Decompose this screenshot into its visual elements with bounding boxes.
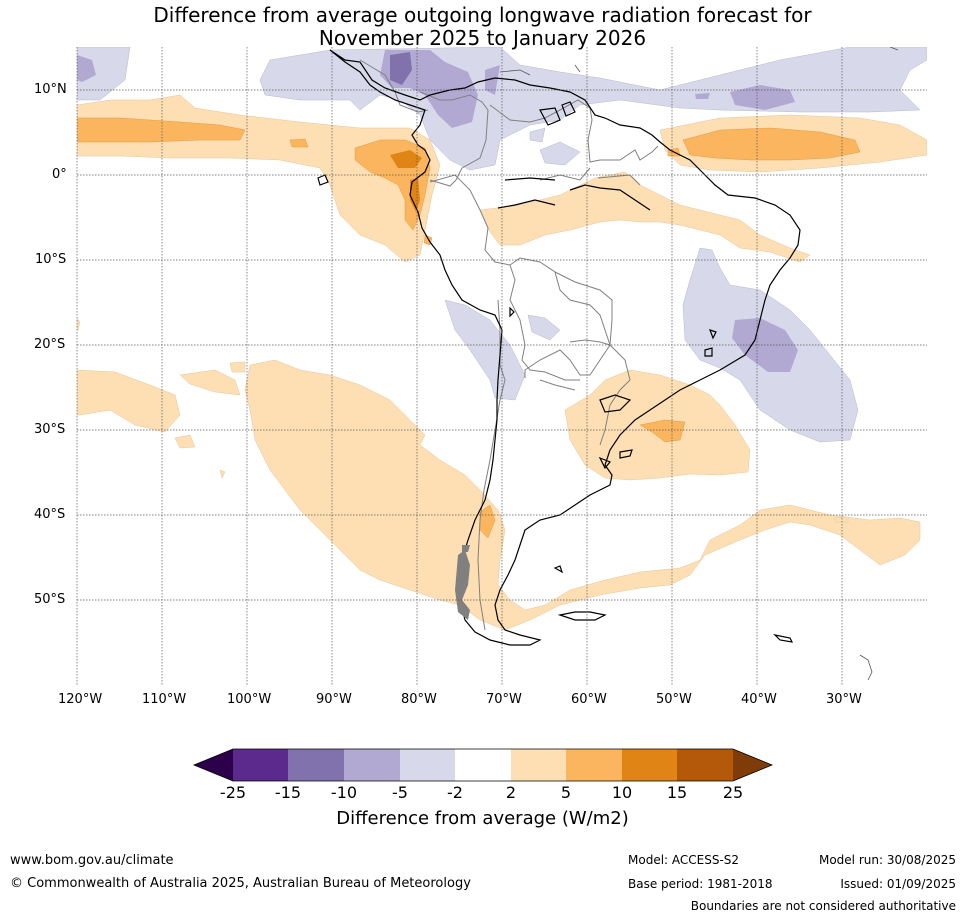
- colorbar-tick-label: -25: [219, 783, 247, 802]
- lat-label-40s: 40°S: [34, 507, 66, 522]
- lat-label-10s: 10°S: [35, 252, 67, 267]
- title-line-2: November 2025 to January 2026: [318, 26, 647, 50]
- colorbar-tick-label: -5: [392, 783, 408, 802]
- footer-website-link[interactable]: www.bom.gov.au/climate: [10, 853, 174, 868]
- map-title: Difference from average outgoing longwav…: [0, 4, 965, 50]
- footer-base-period: Base period: 1981-2018: [628, 877, 773, 891]
- footer-model-run: Model run: 30/08/2025: [818, 853, 956, 867]
- atlantic-islands: [499, 47, 899, 681]
- title-line-1: Difference from average outgoing longwav…: [153, 3, 812, 27]
- lon-label-110w: 110°W: [142, 692, 187, 707]
- colorbar-bin-4: [400, 749, 455, 781]
- footer-issued: Issued: 01/09/2025: [840, 877, 956, 891]
- colorbar-bin-9: [677, 749, 733, 781]
- lon-label-60w: 60°W: [571, 692, 607, 707]
- colorbar-max-arrow: [733, 749, 772, 781]
- colorbar-tick-label: -15: [274, 783, 302, 802]
- colorbar-bin-1: [233, 749, 288, 781]
- colorbar-tick-label: 5: [560, 783, 572, 802]
- footer-disclaimer: Boundaries are not considered authoritat…: [690, 899, 956, 913]
- lon-label-90w: 90°W: [316, 692, 352, 707]
- colorbar-bin-7: [566, 749, 622, 781]
- anomaly-medium-positive: [77, 117, 861, 539]
- lon-label-120w: 120°W: [58, 692, 103, 707]
- lat-label-30s: 30°S: [34, 422, 66, 437]
- lon-label-100w: 100°W: [227, 692, 272, 707]
- lon-label-30w: 30°W: [826, 692, 862, 707]
- colorbar-bin-5: [455, 749, 511, 781]
- lat-label-50s: 50°S: [34, 592, 66, 607]
- colorbar-tick-label: 25: [722, 783, 744, 802]
- footer-model: Model: ACCESS-S2: [628, 853, 740, 867]
- colorbar-bin-3: [344, 749, 400, 781]
- coastlines: [317, 49, 801, 646]
- colorbar-min-arrow: [194, 749, 233, 781]
- footer-copyright: © Commonwealth of Australia 2025, Austra…: [10, 876, 471, 891]
- country-borders: [359, 59, 659, 631]
- lat-label-10n: 10°N: [34, 82, 67, 97]
- colorbar-tick-label: 2: [505, 783, 517, 802]
- lon-label-80w: 80°W: [401, 692, 437, 707]
- colorbar-tick-label: -2: [447, 783, 463, 802]
- colorbar-bin-8: [622, 749, 677, 781]
- anomaly-dark-negative: [390, 52, 412, 85]
- colorbar: [192, 748, 774, 782]
- lat-label-0: 0°: [52, 167, 67, 182]
- anomaly-neutral: [560, 505, 720, 555]
- colorbar-tick-label: 15: [666, 783, 688, 802]
- colorbar-tick-label: -10: [330, 783, 358, 802]
- colorbar-bin-2: [288, 749, 344, 781]
- anomaly-dark-positive: [390, 150, 422, 212]
- lon-label-40w: 40°W: [741, 692, 777, 707]
- lon-label-50w: 50°W: [656, 692, 692, 707]
- lon-label-70w: 70°W: [486, 692, 522, 707]
- colorbar-title: Difference from average (W/m2): [336, 808, 629, 829]
- southern-islands: [455, 545, 470, 620]
- colorbar-bin-6: [511, 749, 566, 781]
- colorbar-tick-label: 10: [611, 783, 633, 802]
- lat-label-20s: 20°S: [34, 337, 66, 352]
- colorbar-outline: [192, 748, 774, 782]
- graticule: [76, 47, 927, 685]
